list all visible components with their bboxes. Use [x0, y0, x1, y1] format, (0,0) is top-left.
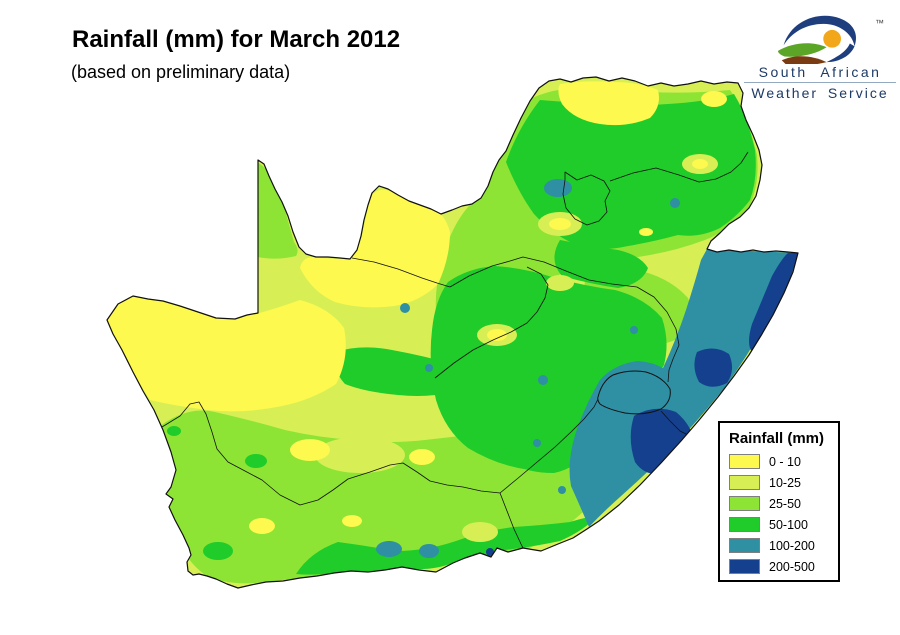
legend-label: 200-500	[769, 559, 815, 574]
legend-swatch-200-500	[729, 559, 760, 574]
legend-swatch-10-25	[729, 475, 760, 490]
page-subtitle: (based on preliminary data)	[71, 62, 291, 82]
legend-item-200-500: 200-500	[729, 559, 834, 574]
legend-swatch-100-200	[729, 538, 760, 553]
legend-label: 10-25	[769, 475, 801, 490]
legend-item-50-100: 50-100	[729, 517, 834, 532]
legend-label: 25-50	[769, 496, 801, 511]
legend-label: 50-100	[769, 517, 808, 532]
legend-item-25-50: 25-50	[729, 496, 834, 511]
legend-item-0-10: 0 - 10	[729, 454, 834, 469]
legend-label: 100-200	[769, 538, 815, 553]
province-borders	[161, 151, 749, 559]
legend-swatch-25-50	[729, 496, 760, 511]
logo-text-line1: South African	[758, 64, 882, 80]
page-title: Rainfall (mm) for March 2012	[72, 26, 401, 53]
legend-swatch-0-10	[729, 454, 760, 469]
rainfall-surface	[107, 77, 798, 588]
country-outline	[106, 76, 799, 589]
logo-text-line2: Weather Service	[744, 82, 896, 101]
legend-item-10-25: 10-25	[729, 475, 834, 490]
band-0-10	[107, 81, 727, 534]
legend-title: Rainfall (mm)	[729, 430, 825, 447]
saws-logo: ™ South African Weather Service	[744, 8, 896, 101]
lesotho-border	[597, 370, 671, 415]
legend-swatch-50-100	[729, 517, 760, 532]
map-legend: Rainfall (mm) 0 - 10 10-25 25-50 50-100 …	[718, 421, 840, 582]
trademark-symbol: ™	[875, 18, 884, 28]
band-50-100	[167, 94, 756, 575]
legend-item-100-200: 100-200	[729, 538, 834, 553]
saws-swoosh-icon	[778, 15, 857, 64]
legend-label: 0 - 10	[769, 454, 801, 469]
